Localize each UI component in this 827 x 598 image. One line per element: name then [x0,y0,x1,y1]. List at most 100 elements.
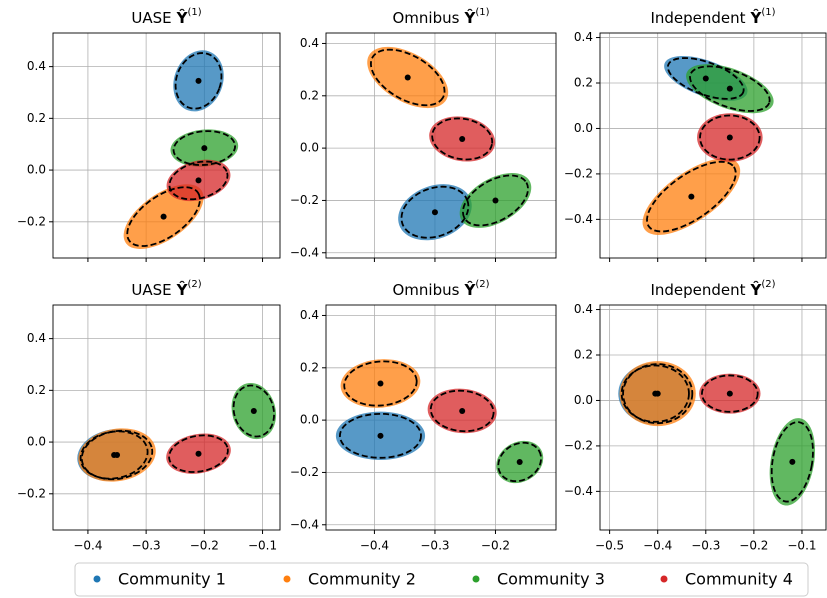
legend-marker [93,575,101,583]
cluster-center [201,145,208,152]
y-tick-label: 0.0 [27,435,46,449]
y-tick-label: −0.2 [17,214,46,228]
title-symbol: Ŷ [176,8,189,27]
cluster-center [492,197,499,204]
legend-marker [660,575,668,583]
legend-marker [472,575,480,583]
panel-title: Omnibus Ŷ(2) [393,279,490,299]
cluster-center [160,213,167,220]
panel-title: Omnibus Ŷ(1) [393,7,490,27]
y-tick-label: 0.4 [574,30,593,44]
panel: 0.4 0.2 0.0 −0.2 −0.4 −0.4 −0.3 −0.2 Omnibus Ŷ(2) [290,279,557,553]
axes-frame [599,304,827,531]
confidence-ellipse [620,364,690,423]
title-text: Omnibus [393,9,460,27]
x-tick-label: −0.5 [595,539,624,553]
y-tick-label: −0.4 [290,517,319,531]
y-tick-label: 0.4 [300,36,319,50]
cluster-center [377,380,384,387]
cluster-center [688,193,695,200]
x-tick-label: −0.2 [190,539,219,553]
y-tick-label: 0.4 [27,59,46,73]
title-symbol: Ŷ [750,280,763,299]
y-tick-label: −0.2 [290,193,319,207]
y-tick-label: −0.4 [564,484,593,498]
title-symbol: Ŷ [463,8,476,27]
axes-frame [599,32,827,259]
legend-label: Community 2 [308,570,416,589]
y-tick-label: 0.0 [300,413,319,427]
legend-label: Community 4 [685,570,793,589]
title-text: UASE [131,281,171,299]
cluster-center [726,390,733,397]
cluster-center [459,407,466,414]
confidence-ellipse [168,434,229,473]
cluster-center [404,74,411,81]
y-tick-label: 0.0 [574,121,593,135]
confidence-ellipse [622,363,694,425]
axes-frame [52,32,281,259]
title-text: Independent [650,9,745,27]
y-tick-label: 0.2 [27,383,46,397]
y-tick-label: 0.2 [300,88,319,102]
x-tick-label: −0.3 [691,539,720,553]
panel: 0.4 0.2 0.0 −0.2 −0.4 Independent Ŷ(1) [564,7,827,262]
cluster-center [114,452,121,458]
y-tick-label: 0.0 [27,163,46,177]
x-tick-label: −0.4 [360,539,389,553]
cluster-center [431,209,438,216]
y-tick-label: 0.2 [300,360,319,374]
panel: 0.4 0.2 0.0 −0.2 −0.4 −0.5 −0.4 −0.3 −0.2 −0.1 Ind… [564,279,827,553]
y-tick-label: 0.4 [27,331,46,345]
cluster-center [195,450,202,457]
axes-frame [325,304,557,531]
confidence-ellipse [370,48,446,107]
title-superscript: (2) [761,279,775,290]
panel-title: Independent Ŷ(2) [650,279,775,299]
y-tick-label: 0.4 [574,302,593,316]
confidence-ellipse [699,114,761,161]
confidence-ellipse [429,389,495,433]
confidence-ellipse [174,52,223,110]
confidence-ellipse [770,421,814,503]
y-tick-label: −0.4 [290,245,319,259]
confidence-ellipse [126,186,201,247]
title-superscript: (1) [475,7,489,18]
title-superscript: (2) [187,279,201,290]
x-tick-label: −0.2 [481,539,510,553]
legend-marker [283,575,291,583]
title-text: Omnibus [393,281,460,299]
confidence-ellipse [172,130,236,166]
y-tick-label: −0.2 [290,465,319,479]
cluster-center [726,134,733,141]
y-tick-label: 0.2 [27,111,46,125]
cluster-center [195,177,202,184]
panel-title: Independent Ŷ(1) [650,7,775,27]
cluster-center [250,408,257,415]
confidence-ellipse [701,374,759,413]
cluster-center [459,135,466,142]
panel-title: UASE Ŷ(2) [131,279,201,299]
title-text: Independent [650,281,745,299]
title-symbol: Ŷ [750,8,763,27]
cluster-center [702,75,709,82]
confidence-ellipse [431,117,494,161]
cluster-center [726,85,733,92]
confidence-ellipse [232,384,275,438]
x-tick-label: −0.4 [643,539,672,553]
panel-title: UASE Ŷ(1) [131,7,201,27]
y-tick-label: 0.2 [574,348,593,362]
confidence-ellipse [646,160,737,233]
x-tick-label: −0.3 [420,539,449,553]
title-superscript: (1) [187,7,201,18]
y-tick-label: −0.2 [564,166,593,180]
y-tick-label: −0.2 [564,438,593,452]
cluster-center [377,432,384,439]
title-text: UASE [131,9,171,27]
y-tick-label: 0.0 [300,141,319,155]
title-superscript: (2) [475,279,489,290]
confidence-ellipse [339,412,422,459]
cluster-center [654,390,661,397]
